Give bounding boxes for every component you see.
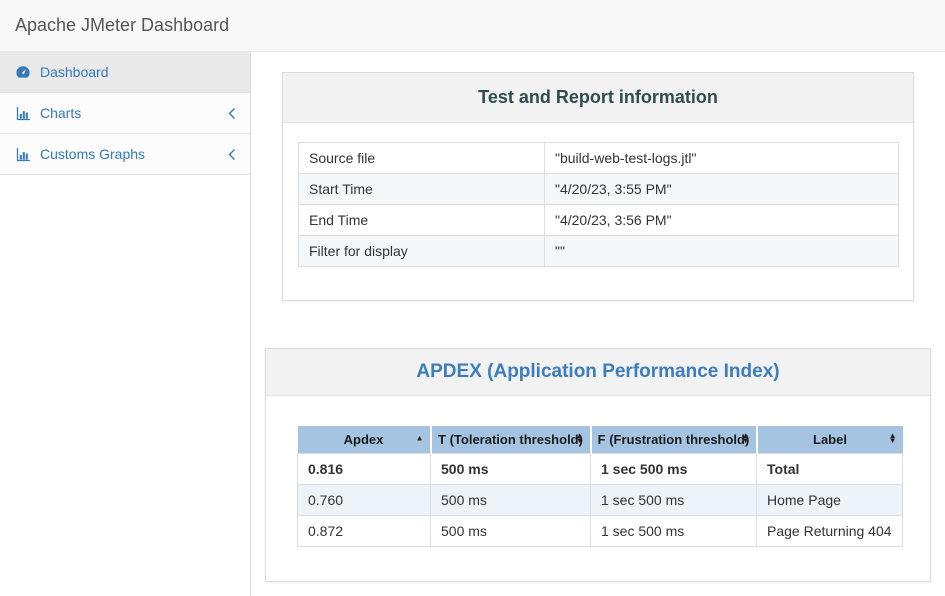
frustration-value: 1 sec 500 ms xyxy=(590,514,757,547)
column-header-apdex[interactable]: Apdex ▲ xyxy=(297,426,431,453)
apdex-value: 0.816 xyxy=(297,452,431,485)
test-info-panel-title: Test and Report information xyxy=(478,87,718,107)
table-row: Start Time "4/20/23, 3:55 PM" xyxy=(298,173,899,205)
toleration-value: 500 ms xyxy=(430,514,591,547)
info-value-end-time: "4/20/23, 3:56 PM" xyxy=(544,204,899,236)
apdex-panel: APDEX (Application Performance Index) Ap… xyxy=(265,348,931,582)
dashboard-icon xyxy=(15,64,31,80)
apdex-panel-title: APDEX (Application Performance Index) xyxy=(416,361,780,382)
info-value-start-time: "4/20/23, 3:55 PM" xyxy=(544,173,899,205)
frustration-value: 1 sec 500 ms xyxy=(590,483,757,516)
top-navbar: Apache JMeter Dashboard xyxy=(0,0,945,52)
sort-ascending-icon: ▲ xyxy=(415,433,424,443)
label-value: Home Page xyxy=(756,483,903,516)
column-header-toleration[interactable]: T (Toleration threshold) ▲ ▼ xyxy=(429,426,591,453)
apdex-row-home-page: 0.760 500 ms 1 sec 500 ms Home Page xyxy=(297,483,903,516)
info-value-source-file: "build-web-test-logs.jtl" xyxy=(544,142,899,174)
apdex-row-total: 0.816 500 ms 1 sec 500 ms Total xyxy=(297,452,903,485)
label-value: Page Returning 404 xyxy=(756,514,903,547)
label-value: Total xyxy=(756,452,903,485)
sidebar-item-label: Charts xyxy=(40,105,82,121)
toleration-value: 500 ms xyxy=(430,452,591,485)
test-info-panel: Test and Report information Source file … xyxy=(282,72,914,301)
chevron-left-icon xyxy=(228,107,236,120)
sidebar: Dashboard Charts xyxy=(0,52,251,596)
sidebar-item-charts[interactable]: Charts xyxy=(0,93,250,134)
app-title: Apache JMeter Dashboard xyxy=(15,15,230,35)
test-info-panel-body: Source file "build-web-test-logs.jtl" St… xyxy=(283,123,913,300)
info-label-source-file: Source file xyxy=(298,142,545,174)
apdex-panel-heading: APDEX (Application Performance Index) xyxy=(266,349,930,396)
sort-both-icon: ▲ ▼ xyxy=(888,431,897,446)
sort-both-icon: ▲ ▼ xyxy=(741,431,750,446)
test-info-table: Source file "build-web-test-logs.jtl" St… xyxy=(298,142,899,267)
sort-both-icon: ▲ ▼ xyxy=(575,431,584,446)
main-content: Test and Report information Source file … xyxy=(251,52,945,596)
sidebar-item-label: Dashboard xyxy=(40,64,109,80)
info-label-filter: Filter for display xyxy=(298,235,545,267)
sidebar-item-customs-graphs[interactable]: Customs Graphs xyxy=(0,134,250,175)
bar-chart-icon xyxy=(15,105,31,121)
apdex-header-row: Apdex ▲ T (Toleration threshold) ▲ ▼ xyxy=(297,426,903,453)
apdex-value: 0.872 xyxy=(297,514,431,547)
table-row: Filter for display "" xyxy=(298,235,899,267)
apdex-table: Apdex ▲ T (Toleration threshold) ▲ ▼ xyxy=(297,426,903,547)
frustration-value: 1 sec 500 ms xyxy=(590,452,757,485)
chevron-left-icon xyxy=(228,148,236,161)
toleration-value: 500 ms xyxy=(430,483,591,516)
apdex-value: 0.760 xyxy=(297,483,431,516)
apdex-row-page-404: 0.872 500 ms 1 sec 500 ms Page Returning… xyxy=(297,514,903,547)
column-header-label[interactable]: Label ▲ ▼ xyxy=(755,426,903,453)
sidebar-item-dashboard[interactable]: Dashboard xyxy=(0,52,250,93)
table-row: End Time "4/20/23, 3:56 PM" xyxy=(298,204,899,236)
info-label-end-time: End Time xyxy=(298,204,545,236)
apdex-panel-body: Apdex ▲ T (Toleration threshold) ▲ ▼ xyxy=(266,396,930,581)
sidebar-item-label: Customs Graphs xyxy=(40,146,146,162)
info-value-filter: "" xyxy=(544,235,899,267)
bar-chart-icon xyxy=(15,146,31,162)
table-row: Source file "build-web-test-logs.jtl" xyxy=(298,142,899,174)
column-header-frustration[interactable]: F (Frustration threshold) ▲ ▼ xyxy=(589,426,757,453)
info-label-start-time: Start Time xyxy=(298,173,545,205)
test-info-panel-heading: Test and Report information xyxy=(283,73,913,123)
